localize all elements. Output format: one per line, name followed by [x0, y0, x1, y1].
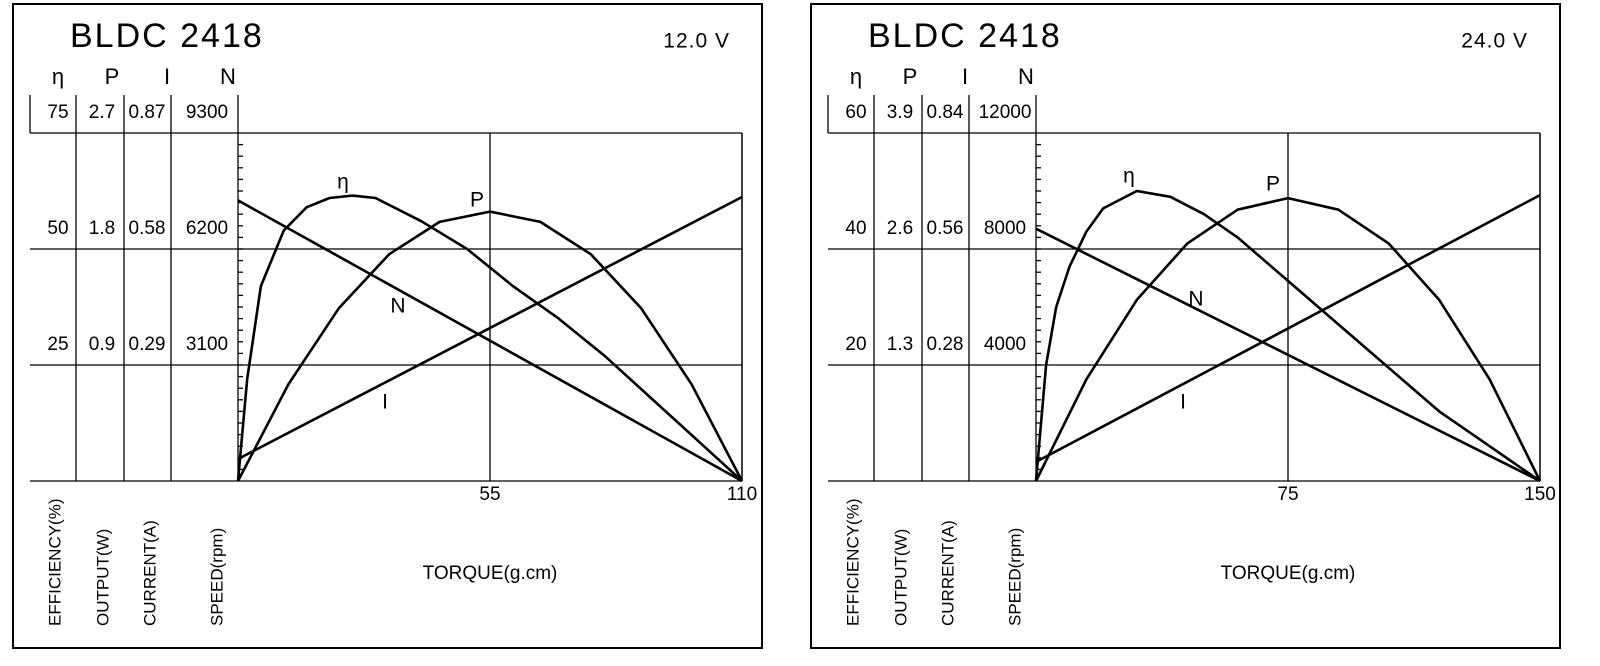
curve-label: N: [390, 295, 405, 318]
series-line: [1035, 227, 1541, 483]
chart-title: BLDC 2418: [868, 17, 1062, 55]
axis-header: η: [850, 64, 862, 89]
x-tick-label: 55: [479, 484, 500, 505]
axis-header: N: [220, 64, 236, 89]
y-tick-label: 8000: [984, 218, 1026, 239]
axis-header: P: [105, 64, 120, 89]
y-tick-label: 0.87: [129, 102, 166, 123]
panel-frame: [12, 3, 763, 649]
y-tick-label: 3100: [186, 334, 228, 355]
y-tick-label: 25: [47, 334, 68, 355]
y-tick-label: 60: [845, 102, 866, 123]
axis-header: P: [903, 64, 918, 89]
series-line: [236, 210, 744, 482]
series-line: [1034, 196, 1542, 482]
y-tick-label: 1.3: [887, 334, 913, 355]
curve-label: P: [1266, 173, 1280, 196]
series-line: [237, 199, 743, 483]
panel-frame: [810, 3, 1561, 649]
curve-label: I: [382, 391, 388, 414]
curve-label: I: [1180, 391, 1186, 414]
y-tick-label: 0.29: [129, 334, 166, 355]
y-tick-label: 6200: [186, 218, 228, 239]
series-line: [237, 195, 743, 461]
axis-header: η: [52, 64, 64, 89]
y-tick-label: 12000: [979, 102, 1032, 123]
series-line: [1034, 189, 1541, 483]
axis-title: CURRENT(A): [938, 520, 957, 626]
axis-title: CURRENT(A): [140, 520, 159, 626]
y-tick-label: 2.6: [887, 218, 913, 239]
axis-title: SPEED(rpm): [1005, 528, 1024, 626]
axis-title: SPEED(rpm): [207, 528, 226, 626]
curve-label: N: [1188, 288, 1203, 311]
y-tick-label: 0.28: [927, 334, 964, 355]
curve-label: P: [470, 189, 484, 212]
y-tick-label: 20: [845, 334, 866, 355]
axis-title: OUTPUT(W): [93, 529, 112, 626]
axis-title: EFFICIENCY(%): [45, 499, 64, 627]
curve-label: η: [1123, 165, 1135, 188]
y-tick-label: 1.8: [89, 218, 115, 239]
axis-title: OUTPUT(W): [891, 529, 910, 626]
y-tick-label: 9300: [186, 102, 228, 123]
axis-header: I: [962, 64, 968, 89]
curve-label: η: [337, 171, 349, 194]
series-line: [1035, 193, 1541, 464]
x-axis-title: TORQUE(g.cm): [1221, 563, 1356, 584]
y-tick-label: 0.56: [927, 218, 964, 239]
x-tick-label: 110: [727, 484, 757, 505]
axis-header: N: [1018, 64, 1034, 89]
y-tick-label: 0.84: [927, 102, 964, 123]
y-tick-label: 50: [47, 218, 68, 239]
y-tick-label: 40: [845, 218, 866, 239]
y-tick-label: 2.7: [89, 102, 115, 123]
y-tick-label: 4000: [984, 334, 1026, 355]
x-tick-label: 75: [1277, 484, 1298, 505]
y-tick-label: 3.9: [887, 102, 913, 123]
series-line: [236, 194, 743, 482]
voltage-label: 24.0 V: [1461, 30, 1528, 53]
y-tick-label: 0.9: [89, 334, 115, 355]
y-tick-label: 0.58: [129, 218, 166, 239]
axis-header: I: [164, 64, 170, 89]
axis-title: EFFICIENCY(%): [843, 499, 862, 627]
y-tick-label: 75: [47, 102, 68, 123]
voltage-label: 12.0 V: [663, 30, 730, 53]
x-tick-label: 150: [1524, 484, 1556, 505]
chart-title: BLDC 2418: [70, 17, 264, 55]
x-axis-title: TORQUE(g.cm): [423, 563, 558, 584]
